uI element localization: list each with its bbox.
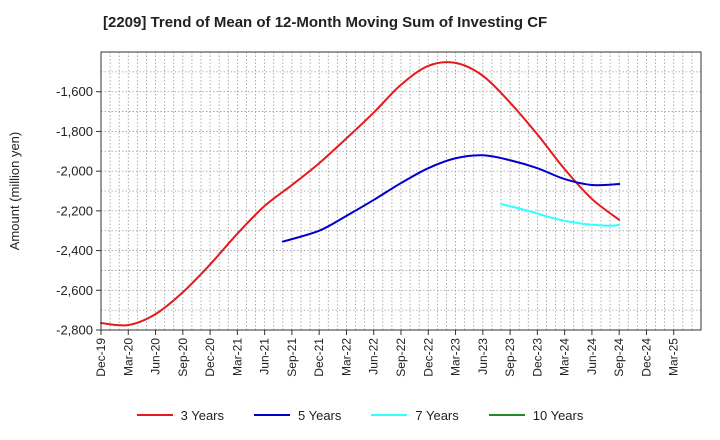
chart-title: [2209] Trend of Mean of 12-Month Moving … bbox=[103, 14, 548, 31]
x-tick-label: Mar-21 bbox=[230, 338, 244, 376]
axis-layer: -2,800 -2,600 -2,400 -2,200 -2,000 -1,800 -1,6… bbox=[56, 84, 681, 376]
series-line-7-years bbox=[500, 202, 621, 227]
y-tick-label: -2,000 bbox=[56, 164, 93, 179]
legend-swatch bbox=[371, 414, 408, 416]
x-tick-label: Sep-23 bbox=[503, 338, 517, 377]
x-tick-label: Dec-19 bbox=[94, 338, 108, 377]
series-layer bbox=[100, 61, 621, 327]
legend-label: 3 Years bbox=[180, 407, 224, 423]
x-tick-label: Dec-23 bbox=[530, 338, 544, 377]
x-tick-label: Mar-24 bbox=[558, 338, 572, 376]
legend-item-7-years: 7 Years bbox=[371, 405, 459, 425]
legend-label: 10 Years bbox=[532, 407, 584, 423]
x-tick-label: Jun-23 bbox=[476, 338, 490, 375]
y-tick-label: -1,800 bbox=[56, 124, 93, 139]
y-tick-label: -2,400 bbox=[56, 243, 93, 258]
x-tick-label: Sep-21 bbox=[285, 338, 299, 377]
legend-swatch bbox=[136, 414, 173, 416]
x-tick-label: Dec-24 bbox=[639, 338, 653, 377]
legend: 3 Years 5 Years 7 Years 10 Years bbox=[0, 405, 720, 425]
x-tick-label: Dec-21 bbox=[312, 338, 326, 377]
x-tick-label: Mar-20 bbox=[121, 338, 135, 376]
x-tick-label: Mar-23 bbox=[449, 338, 463, 376]
x-tick-label: Dec-20 bbox=[203, 338, 217, 377]
legend-swatch bbox=[254, 414, 290, 416]
x-tick-label: Sep-22 bbox=[394, 338, 408, 377]
x-tick-label: Dec-22 bbox=[421, 338, 435, 377]
plot-area bbox=[101, 52, 701, 330]
y-tick-label: -2,600 bbox=[56, 283, 93, 298]
x-tick-label: Sep-24 bbox=[612, 338, 626, 377]
x-tick-label: Jun-20 bbox=[149, 338, 163, 375]
x-tick-label: Jun-21 bbox=[258, 338, 272, 375]
legend-label: 7 Years bbox=[415, 407, 459, 423]
legend-item-5-years: 5 Years bbox=[254, 405, 341, 425]
y-axis-label: Amount (million yen) bbox=[7, 132, 22, 251]
legend-item-3-years: 3 Years bbox=[136, 405, 224, 425]
series-line-5-years bbox=[281, 154, 621, 243]
grid-layer bbox=[101, 52, 701, 330]
x-tick-label: Sep-20 bbox=[176, 338, 190, 377]
x-tick-label: Jun-22 bbox=[367, 338, 381, 375]
legend-swatch bbox=[488, 414, 525, 416]
y-tick-label: -2,800 bbox=[56, 323, 93, 338]
y-tick-label: -2,200 bbox=[56, 203, 93, 218]
x-tick-label: Jun-24 bbox=[585, 338, 599, 375]
legend-item-10-years: 10 Years bbox=[488, 405, 584, 425]
y-tick-label: -1,600 bbox=[56, 84, 93, 99]
x-tick-label: Mar-22 bbox=[339, 338, 353, 376]
legend-label: 5 Years bbox=[298, 407, 342, 423]
series-line-3-years bbox=[100, 61, 621, 327]
x-tick-label: Mar-25 bbox=[667, 338, 681, 376]
